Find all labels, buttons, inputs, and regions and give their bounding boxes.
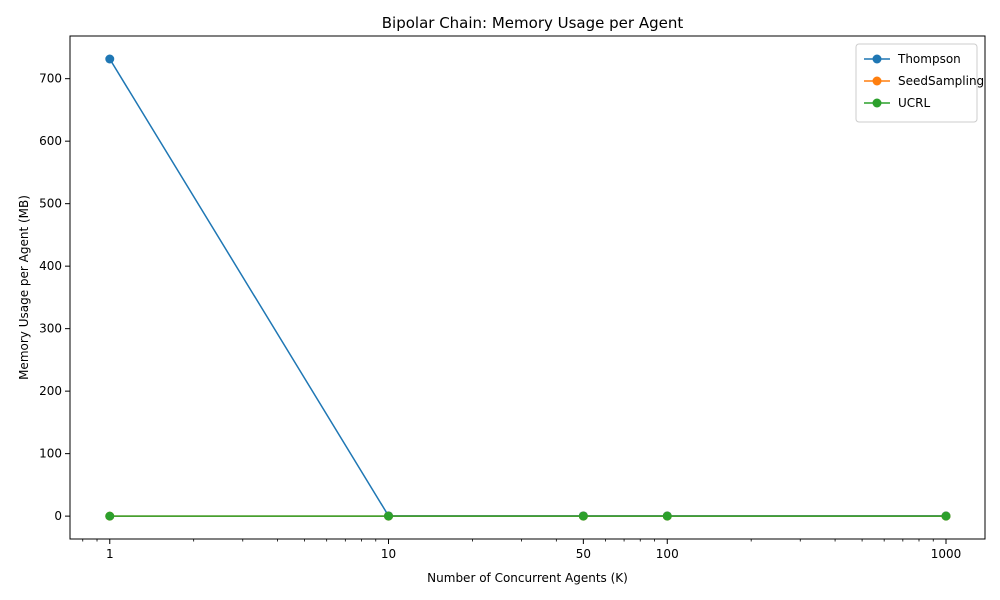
legend: Thompson SeedSampling UCRL xyxy=(855,43,984,123)
chart-title: Bipolar Chain: Memory Usage per Agent xyxy=(382,14,684,32)
x-tick-label: 100 xyxy=(656,547,679,561)
y-tick-label: 200 xyxy=(39,384,62,398)
data-point-thompson xyxy=(105,54,115,64)
y-axis: 0 100 200 300 400 500 600 700 xyxy=(39,72,70,523)
series-layer xyxy=(105,54,951,521)
y-tick-label: 100 xyxy=(39,447,62,461)
y-tick-label: 600 xyxy=(39,134,62,148)
axes-border xyxy=(69,35,986,540)
data-point-ucrl xyxy=(578,511,588,521)
data-point-ucrl xyxy=(941,511,951,521)
legend-marker-ucrl xyxy=(872,98,882,108)
plot-frame xyxy=(70,36,985,539)
legend-label-ucrl: UCRL xyxy=(898,96,931,110)
legend-marker-seedsampling xyxy=(872,76,882,86)
data-point-ucrl xyxy=(662,511,672,521)
legend-label-thompson: Thompson xyxy=(897,52,961,66)
y-tick-label: 700 xyxy=(39,72,62,86)
axes-frame xyxy=(69,35,986,540)
y-tick-label: 300 xyxy=(39,322,62,336)
x-axis-label: Number of Concurrent Agents (K) xyxy=(427,571,628,585)
y-tick-label: 400 xyxy=(39,259,62,273)
x-tick-label: 10 xyxy=(381,547,396,561)
data-point-ucrl xyxy=(105,511,115,521)
x-tick-label: 50 xyxy=(576,547,591,561)
y-tick-label: 0 xyxy=(54,509,62,523)
plot-area xyxy=(70,36,985,539)
x-tick-label: 1 xyxy=(106,547,114,561)
legend-label-seedsampling: SeedSampling xyxy=(898,74,984,88)
y-axis-label: Memory Usage per Agent (MB) xyxy=(17,195,31,380)
y-tick-label: 500 xyxy=(39,197,62,211)
legend-marker-thompson xyxy=(872,54,882,64)
data-point-ucrl xyxy=(384,511,394,521)
x-axis: 1 10 50 100 1000 xyxy=(82,539,962,561)
x-tick-label: 1000 xyxy=(931,547,962,561)
